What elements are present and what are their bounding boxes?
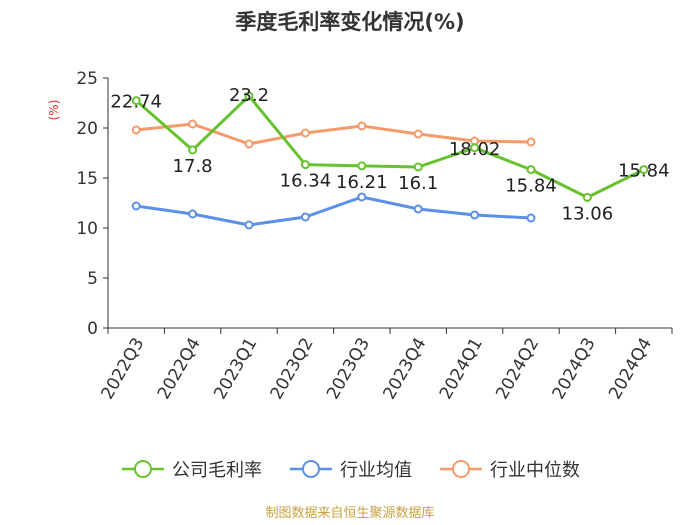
data-point bbox=[413, 162, 423, 172]
data-point bbox=[413, 129, 423, 139]
data-label: 16.1 bbox=[398, 173, 438, 194]
x-tick-label: 2024Q4 bbox=[605, 335, 656, 403]
data-point bbox=[131, 125, 141, 135]
y-axis-label: (%) bbox=[47, 100, 61, 121]
x-tick-label: 2022Q4 bbox=[154, 335, 205, 403]
data-label: 22.74 bbox=[110, 92, 162, 113]
data-point bbox=[244, 91, 254, 101]
data-point bbox=[244, 220, 254, 230]
data-label: 13.06 bbox=[562, 203, 614, 224]
x-tick-label: 2024Q3 bbox=[549, 335, 600, 403]
x-tick-label: 2023Q1 bbox=[210, 335, 261, 403]
legend-item[interactable]: 行业均值 bbox=[288, 456, 412, 482]
series-line bbox=[135, 195, 532, 227]
y-tick-label: 15 bbox=[76, 169, 98, 189]
data-label: 17.8 bbox=[173, 156, 213, 177]
data-point bbox=[470, 143, 480, 153]
x-tick-label: 2022Q3 bbox=[97, 335, 148, 403]
data-point bbox=[300, 128, 310, 138]
data-point bbox=[300, 160, 310, 170]
series-line bbox=[136, 122, 532, 146]
legend-marker-icon bbox=[122, 460, 164, 478]
x-tick-label: 2024Q2 bbox=[492, 335, 543, 403]
x-tick-label: 2023Q4 bbox=[379, 335, 430, 403]
data-label: 15.84 bbox=[505, 176, 557, 197]
legend-label: 公司毛利率 bbox=[172, 460, 262, 481]
y-tick-label: 0 bbox=[87, 319, 98, 339]
data-point bbox=[357, 121, 367, 131]
data-point bbox=[131, 201, 141, 211]
legend-marker-icon bbox=[290, 460, 332, 478]
data-label: 18.02 bbox=[449, 139, 501, 160]
series-line bbox=[135, 94, 645, 199]
y-tick-label: 20 bbox=[76, 119, 98, 139]
data-point bbox=[357, 192, 367, 202]
data-point bbox=[188, 119, 198, 129]
legend: 公司毛利率 行业均值 行业中位数 bbox=[0, 454, 700, 484]
source-note: 制图数据来自恒生聚源数据库 bbox=[265, 506, 435, 521]
data-point bbox=[244, 139, 254, 149]
x-tick-label: 2023Q3 bbox=[323, 335, 374, 403]
legend-label: 行业中位数 bbox=[490, 460, 580, 481]
data-point bbox=[300, 212, 310, 222]
data-label: 15.84 bbox=[618, 161, 670, 182]
data-label: 16.21 bbox=[336, 172, 388, 193]
legend-item[interactable]: 公司毛利率 bbox=[120, 456, 262, 482]
x-tick-label: 2023Q2 bbox=[267, 335, 318, 403]
data-point bbox=[470, 210, 480, 220]
y-tick-label: 10 bbox=[76, 219, 98, 239]
data-point bbox=[188, 145, 198, 155]
legend-marker-icon bbox=[440, 460, 482, 478]
y-tick-label: 5 bbox=[87, 269, 98, 289]
data-point bbox=[131, 96, 141, 106]
chart-title: 季度毛利率变化情况(%) bbox=[235, 10, 465, 34]
data-point bbox=[526, 137, 536, 147]
y-tick-label: 25 bbox=[76, 69, 98, 89]
data-point bbox=[582, 192, 592, 202]
data-point bbox=[413, 204, 423, 214]
data-point bbox=[188, 209, 198, 219]
data-label: 23.2 bbox=[229, 85, 269, 106]
data-point bbox=[526, 165, 536, 175]
data-point bbox=[357, 161, 367, 171]
data-point bbox=[639, 165, 649, 175]
x-tick-label: 2024Q1 bbox=[436, 334, 487, 402]
data-point bbox=[526, 213, 536, 223]
legend-item[interactable]: 行业中位数 bbox=[438, 456, 580, 482]
legend-label: 行业均值 bbox=[340, 460, 412, 481]
data-label: 16.34 bbox=[280, 171, 332, 192]
